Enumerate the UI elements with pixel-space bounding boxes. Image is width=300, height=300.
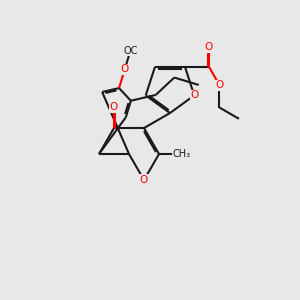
Text: O: O	[190, 90, 198, 100]
Text: O: O	[121, 64, 129, 74]
Text: CH₃: CH₃	[172, 149, 190, 159]
Text: O: O	[140, 175, 148, 185]
Text: O: O	[205, 42, 213, 52]
Text: O: O	[110, 102, 118, 112]
Text: OC: OC	[123, 46, 138, 56]
Text: O: O	[215, 80, 223, 90]
